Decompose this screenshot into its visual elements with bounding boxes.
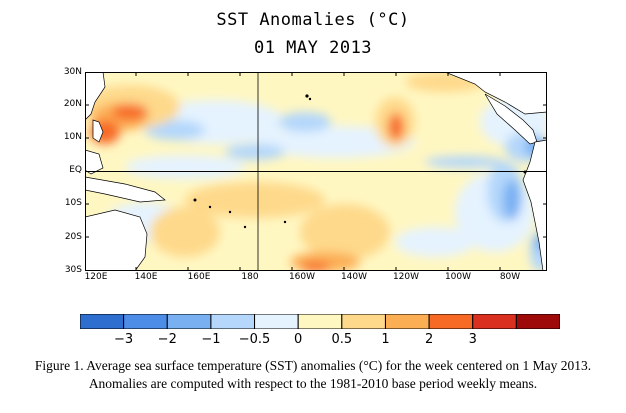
island [283,220,287,224]
anomaly-patch [125,155,245,179]
lat-label-20s: 20S [64,232,82,242]
colorbar-swatch [384,313,430,330]
colorbar-tick-label: −3 [114,332,134,347]
colorbar-swatch [341,313,386,330]
lat-label-20n: 20N [63,99,82,109]
lon-label-120w: 120W [392,272,420,282]
colorbar-swatch [166,313,212,330]
colorbar-tick-label: 0.5 [331,332,353,347]
anomaly-patch [255,126,415,158]
anomaly-patch [150,207,220,257]
colorbar-tick-label: −2 [157,332,177,347]
lat-label-30n: 30N [63,67,82,77]
colorbar-tick-label: −1 [201,332,221,347]
lat-label-10s: 10S [64,198,82,208]
land-indonesia [85,176,166,203]
colorbar-swatch [254,313,299,330]
colorbar-tick-label: 2 [424,332,434,347]
anomaly-patch [388,113,404,141]
island [243,225,247,229]
colorbar-swatch [123,313,168,330]
figure-caption-line2: Anomalies are computed with respect to t… [88,376,538,391]
anomaly-patch [112,104,148,120]
colorbar-tick-label: 1 [381,332,390,347]
colorbar-swatch [210,313,256,330]
lon-label-80w: 80W [499,272,521,282]
island [193,198,197,202]
colorbar-swatch [428,313,474,330]
island [208,205,212,209]
colorbar-tick-label: 0 [294,332,303,347]
sst-anomaly-map [85,72,547,271]
land-south-america [522,139,547,271]
colorbar-tick-label: −0.5 [238,332,271,347]
island [305,94,309,98]
colorbar-swatch [297,313,343,330]
land-australia [85,209,148,271]
colorbar-swatch [472,313,517,330]
lon-label-160e: 160E [187,272,211,282]
lat-label-30s: 30S [64,265,82,275]
anomaly-patch [300,204,390,260]
lon-label-160w: 160W [288,272,316,282]
land-asia [85,72,106,121]
island [308,97,312,101]
lon-label-180: 180 [241,272,259,282]
lon-label-100w: 100W [444,272,472,282]
figure-caption-line1: Figure 1. Average sea surface temperatur… [34,358,592,373]
island [228,210,232,214]
map-frame [85,72,547,271]
anomaly-patch [279,112,331,132]
colorbar-swatch [515,313,561,330]
colorbar [79,313,561,330]
anomaly-patch [225,144,285,160]
lon-label-140w: 140W [340,272,368,282]
colorbar-tick-label: 3 [468,332,477,347]
anomaly-patch [145,120,205,140]
map-title: SST Anomalies (°C) [216,10,410,30]
land-philippines [92,119,104,143]
land-north-america [444,72,547,115]
lon-label-120e: 120E [84,272,108,282]
lat-label-10n: 10N [63,132,82,142]
lon-label-140e: 140E [134,272,158,282]
anomaly-patch [395,227,475,257]
anomaly-patch [185,182,325,218]
colorbar-swatch [79,313,125,330]
map-date: 01 MAY 2013 [253,38,373,58]
anomaly-patch [300,262,330,271]
lat-label-eq: EQ [69,165,82,175]
anomaly-patch [425,156,505,168]
anomaly-patch [503,180,521,220]
